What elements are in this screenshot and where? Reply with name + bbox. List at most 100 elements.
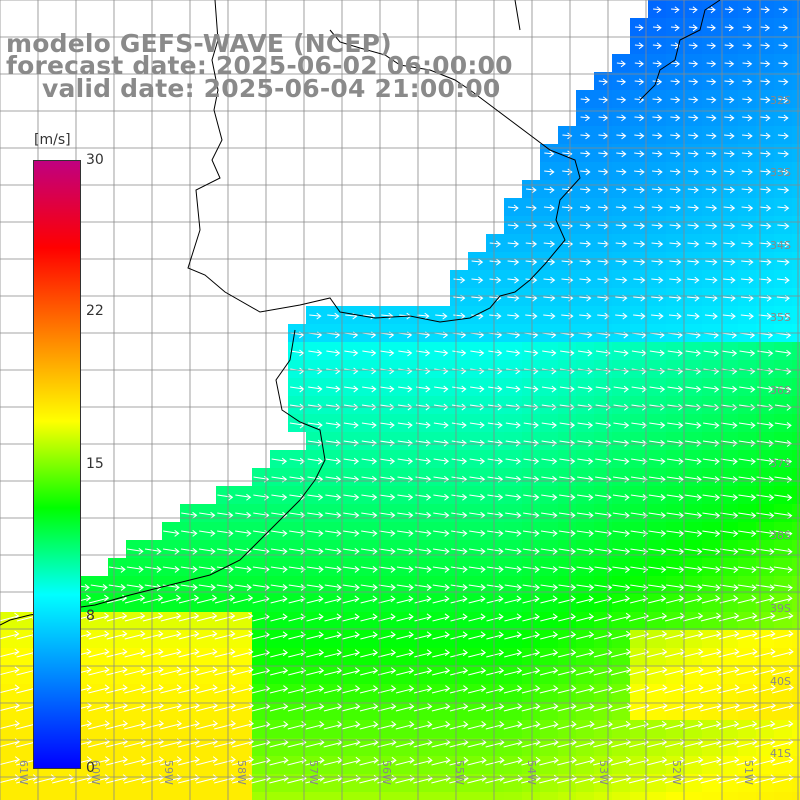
wind-arrow	[324, 667, 343, 676]
wind-cell	[414, 594, 432, 612]
wind-arrow	[124, 612, 146, 622]
wind-cell	[378, 342, 396, 360]
wind-cell	[126, 666, 144, 684]
wind-arrow	[703, 349, 720, 357]
wind-cell	[666, 756, 684, 774]
wind-cell	[720, 558, 738, 576]
wind-arrow	[754, 684, 776, 694]
wind-arrow	[431, 756, 451, 766]
wind-cell	[738, 684, 756, 702]
wind-cell	[360, 360, 378, 378]
wind-arrow	[705, 240, 718, 248]
wind-cell	[738, 450, 756, 468]
wind-cell	[360, 342, 378, 360]
wind-arrow	[774, 440, 792, 447]
wind-arrow	[307, 511, 324, 519]
wind-arrow	[737, 595, 757, 604]
lon-tick-label: 51W	[742, 760, 755, 785]
wind-cell	[738, 792, 756, 800]
wind-cell	[576, 306, 594, 324]
wind-cell	[666, 720, 684, 738]
wind-arrow	[431, 703, 451, 712]
wind-arrow	[594, 613, 613, 622]
wind-cell	[720, 468, 738, 486]
wind-arrow	[736, 684, 758, 694]
wind-arrow	[178, 666, 200, 676]
wind-arrow	[0, 720, 20, 730]
wind-arrow	[700, 684, 722, 694]
wind-arrow	[450, 649, 469, 658]
wind-arrow	[724, 78, 735, 86]
wind-arrow	[756, 476, 775, 483]
wind-arrow	[232, 684, 254, 694]
wind-arrow	[776, 276, 790, 284]
wind-arrow	[522, 649, 541, 658]
wind-arrow	[270, 667, 289, 676]
wind-cell	[756, 720, 774, 738]
wind-cell	[684, 702, 702, 720]
wind-cell	[702, 774, 720, 792]
wind-cell	[792, 666, 800, 684]
wind-cell	[666, 702, 684, 720]
wind-arrow	[487, 421, 503, 429]
wind-arrow	[755, 548, 775, 556]
wind-cell	[522, 666, 540, 684]
wind-cell	[0, 756, 18, 774]
wind-arrow	[88, 612, 110, 622]
wind-cell	[720, 288, 738, 306]
wind-cell	[792, 306, 800, 324]
wind-cell	[216, 594, 234, 612]
wind-cell	[126, 756, 144, 774]
wind-cell	[594, 720, 612, 738]
wind-cell	[324, 756, 342, 774]
wind-cell	[414, 702, 432, 720]
wind-cell	[378, 666, 396, 684]
wind-cell	[504, 270, 522, 288]
wind-cell	[666, 612, 684, 630]
wind-cell	[684, 216, 702, 234]
wind-cell	[180, 738, 198, 756]
wind-cell	[198, 666, 216, 684]
wind-arrow	[577, 457, 594, 465]
wind-cell	[486, 630, 504, 648]
wind-arrow	[688, 24, 698, 32]
wind-arrow	[666, 548, 685, 555]
wind-arrow	[468, 595, 486, 604]
wind-arrow	[525, 204, 537, 212]
wind-cell	[774, 486, 792, 504]
wind-arrow	[666, 494, 684, 501]
wind-arrow	[180, 566, 198, 573]
wind-cell	[450, 270, 468, 288]
wind-arrow	[395, 685, 415, 694]
wind-cell	[792, 216, 800, 234]
wind-cell	[684, 792, 702, 800]
wind-cell	[306, 306, 324, 324]
wind-arrow	[667, 349, 683, 357]
wind-cell	[594, 270, 612, 288]
wind-arrow	[271, 493, 288, 501]
wind-arrow	[433, 439, 449, 447]
wind-cell	[450, 756, 468, 774]
wind-arrow	[774, 458, 793, 465]
wind-arrow	[413, 756, 433, 766]
wind-cell	[792, 90, 800, 108]
wind-arrow	[543, 312, 556, 320]
wind-cell	[468, 756, 486, 774]
wind-arrow	[324, 584, 342, 591]
wind-arrow	[214, 612, 236, 622]
wind-cell	[270, 774, 288, 792]
wind-arrow	[652, 114, 663, 122]
wind-arrow	[668, 312, 682, 320]
wind-arrow	[342, 595, 360, 604]
wind-cell	[522, 612, 540, 630]
wind-arrow	[413, 774, 433, 784]
wind-arrow	[396, 631, 414, 640]
wind-cell	[792, 738, 800, 756]
wind-arrow	[559, 457, 576, 465]
wind-arrow	[777, 204, 790, 212]
wind-arrow	[613, 349, 629, 357]
wind-arrow	[594, 566, 613, 573]
wind-arrow	[124, 720, 146, 730]
wind-cell	[360, 396, 378, 414]
